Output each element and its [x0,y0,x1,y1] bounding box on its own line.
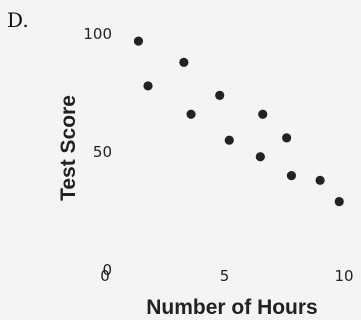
x-tick-label: 10 [334,267,353,285]
data-point [215,90,225,100]
data-point [186,109,196,119]
y-tick-label: 0 [102,261,112,279]
x-tick-labels: 0 5 10 [100,267,353,285]
y-tick-label: 50 [93,143,112,161]
y-axis-title: Test Score [57,95,80,201]
x-axis-title: Number of Hours [146,296,318,319]
y-tick-labels: 0 50 100 [83,25,112,279]
data-points [133,36,344,207]
data-point [286,171,297,181]
x-tick-label: 0 [100,267,110,285]
x-tick-label: 5 [220,267,230,285]
data-point [255,152,265,162]
data-point [143,81,153,91]
data-point [258,109,268,119]
data-point [282,133,292,143]
y-tick-label: 100 [83,25,112,43]
data-point [179,57,189,67]
data-point [334,196,344,207]
data-point [133,36,144,46]
panel-label: D. [7,8,29,32]
data-point [315,175,325,185]
data-point [224,135,234,145]
